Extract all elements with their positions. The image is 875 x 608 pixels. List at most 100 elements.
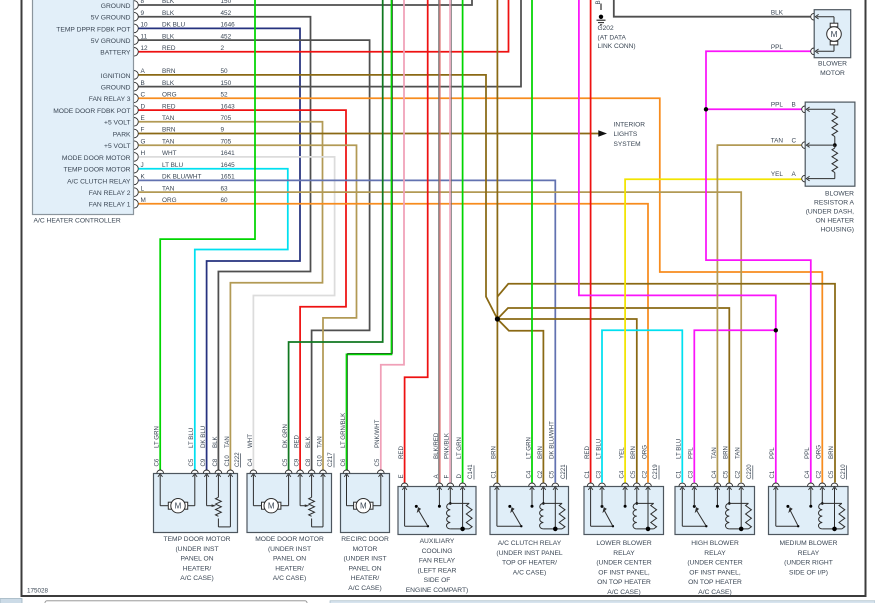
svg-text:RED: RED	[162, 103, 176, 110]
svg-text:LINK CONN): LINK CONN)	[598, 43, 636, 50]
svg-text:BLK: BLK	[212, 435, 219, 448]
svg-text:TAN: TAN	[224, 436, 231, 448]
svg-text:(LEFT REAR: (LEFT REAR	[418, 567, 457, 574]
svg-text:BLK: BLK	[771, 9, 784, 16]
svg-text:BRN: BRN	[630, 446, 637, 459]
svg-text:TEMP DOOR MOTOR: TEMP DOOR MOTOR	[63, 167, 130, 174]
svg-text:RED: RED	[162, 45, 176, 52]
svg-text:RED: RED	[398, 445, 405, 459]
svg-text:PPL: PPL	[688, 447, 695, 459]
svg-text:TEMP DPPR FDBK POT: TEMP DPPR FDBK POT	[56, 26, 130, 33]
svg-text:B: B	[792, 102, 796, 109]
svg-text:C1: C1	[490, 470, 497, 478]
svg-text:A/C HEATER CONTROLLER: A/C HEATER CONTROLLER	[34, 218, 121, 225]
svg-text:RELAY: RELAY	[613, 550, 635, 557]
svg-text:LT GRN/BLK: LT GRN/BLK	[340, 412, 347, 448]
svg-text:FAN RELAY: FAN RELAY	[419, 558, 456, 565]
svg-text:COOLING: COOLING	[422, 548, 453, 555]
svg-text:WHT: WHT	[247, 434, 254, 448]
svg-text:+5 VOLT: +5 VOLT	[104, 143, 130, 150]
svg-text:PNK/BLK: PNK/BLK	[444, 432, 451, 459]
svg-text:B: B	[141, 80, 145, 87]
svg-text:PANEL ON: PANEL ON	[348, 565, 381, 572]
svg-text:MOTOR: MOTOR	[353, 546, 378, 553]
svg-text:ORG: ORG	[162, 92, 177, 99]
svg-text:HOUSING): HOUSING)	[821, 227, 854, 234]
svg-text:C6: C6	[340, 458, 347, 466]
svg-text:YEL: YEL	[771, 171, 784, 178]
svg-text:GROUND: GROUND	[101, 85, 131, 92]
svg-text:A/C CASE): A/C CASE)	[180, 575, 213, 582]
svg-text:C9: C9	[200, 458, 207, 466]
svg-text:LT BLU: LT BLU	[162, 162, 183, 169]
svg-text:BLK: BLK	[305, 435, 312, 448]
svg-text:5V GROUND: 5V GROUND	[91, 38, 131, 45]
svg-text:BLK/RED: BLK/RED	[433, 432, 440, 459]
svg-text:DK GRN: DK GRN	[282, 424, 289, 448]
svg-text:BLK: BLK	[162, 10, 175, 17]
svg-text:C9: C9	[294, 458, 301, 466]
svg-text:705: 705	[221, 115, 232, 122]
svg-text:SIDE OF I/P): SIDE OF I/P)	[789, 569, 828, 576]
svg-text:C10: C10	[316, 455, 323, 467]
svg-text:G202: G202	[598, 25, 614, 32]
svg-text:K: K	[141, 174, 146, 181]
svg-text:2: 2	[221, 45, 225, 52]
svg-text:C10: C10	[224, 455, 231, 467]
svg-text:BRN: BRN	[162, 127, 176, 134]
svg-text:F: F	[141, 127, 145, 134]
svg-text:705: 705	[221, 138, 232, 145]
svg-text:(UNDER CENTER: (UNDER CENTER	[596, 560, 652, 567]
svg-text:BRN: BRN	[162, 68, 176, 75]
svg-text:RESISTOR A: RESISTOR A	[814, 199, 855, 206]
svg-text:BLK: BLK	[595, 0, 602, 5]
svg-text:TAN: TAN	[316, 436, 323, 448]
svg-text:C2: C2	[537, 470, 544, 478]
svg-text:PPL: PPL	[771, 102, 784, 109]
svg-text:150: 150	[221, 80, 232, 87]
svg-text:11: 11	[141, 33, 148, 40]
svg-text:LT BLU: LT BLU	[188, 428, 195, 448]
svg-text:C6: C6	[154, 458, 161, 466]
svg-text:C5: C5	[723, 470, 730, 478]
svg-text:FAN RELAY 3: FAN RELAY 3	[89, 96, 131, 103]
svg-text:C210: C210	[840, 464, 847, 479]
svg-text:INTERIOR: INTERIOR	[614, 121, 646, 128]
svg-text:LIGHTS: LIGHTS	[614, 131, 638, 138]
svg-text:LT BLU: LT BLU	[676, 439, 683, 459]
svg-text:RECIRC DOOR: RECIRC DOOR	[341, 536, 389, 543]
svg-text:GROUND: GROUND	[101, 3, 131, 10]
svg-text:C219: C219	[652, 464, 659, 479]
svg-text:C5: C5	[282, 458, 289, 466]
svg-text:A: A	[433, 474, 440, 479]
svg-text:BLK: BLK	[162, 33, 175, 40]
svg-text:10: 10	[141, 22, 149, 29]
svg-text:C5: C5	[828, 470, 835, 478]
svg-text:8: 8	[141, 0, 145, 5]
svg-text:BRN: BRN	[828, 446, 835, 459]
svg-text:C5: C5	[630, 470, 637, 478]
svg-text:(AT DATA: (AT DATA	[598, 34, 627, 41]
svg-text:(UNDER INST: (UNDER INST	[175, 546, 218, 553]
svg-text:1641: 1641	[221, 150, 236, 157]
svg-text:BRN: BRN	[490, 446, 497, 459]
svg-text:9: 9	[141, 10, 145, 17]
svg-text:L: L	[141, 185, 145, 192]
svg-text:BLK: BLK	[162, 80, 175, 87]
svg-text:C1: C1	[769, 470, 776, 478]
svg-text:C4: C4	[804, 470, 811, 478]
svg-text:1645: 1645	[221, 162, 236, 169]
svg-text:C1: C1	[676, 470, 683, 478]
svg-text:5V GROUND: 5V GROUND	[91, 15, 131, 22]
svg-text:RELAY: RELAY	[798, 550, 820, 557]
svg-text:A/C CASE): A/C CASE)	[698, 589, 731, 596]
svg-text:DK BLU: DK BLU	[162, 22, 185, 29]
svg-text:1643: 1643	[221, 103, 236, 110]
svg-text:ORG: ORG	[641, 445, 648, 459]
svg-text:SIDE OF: SIDE OF	[424, 577, 451, 584]
svg-text:E: E	[398, 474, 405, 478]
svg-text:PNK/WHT: PNK/WHT	[374, 419, 381, 448]
svg-text:175028: 175028	[27, 588, 49, 595]
svg-text:9: 9	[221, 127, 225, 134]
svg-text:RED: RED	[584, 445, 591, 459]
